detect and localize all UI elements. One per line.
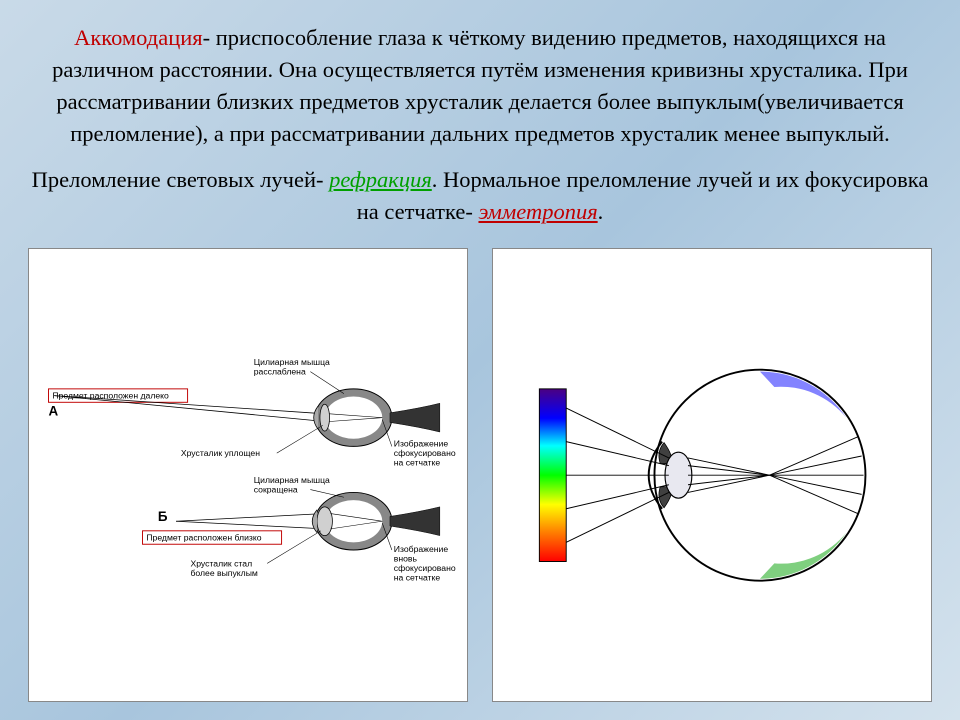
lens [665, 452, 692, 498]
text-block: Аккомодация- приспособление глаза к чётк… [28, 22, 932, 240]
figures-row: Предмет расположен далеко А [28, 248, 932, 702]
label-lens-convex: Хрусталик стал более выпуклым [190, 558, 257, 578]
figure-accommodation: Предмет расположен далеко А [28, 248, 468, 702]
eye-far-group: Предмет расположен далеко А [49, 357, 459, 468]
spectrum-bar [539, 388, 566, 561]
term-accommodation: Аккомодация [74, 25, 203, 50]
label-far-object: Предмет расположен далеко [52, 390, 169, 400]
term-refraction: рефракция [329, 167, 432, 192]
figure-spectrum-eye [492, 248, 932, 702]
label-lens-flat: Хрусталик уплощен [181, 448, 260, 458]
ray-bundle [566, 408, 863, 542]
letter-a: А [49, 403, 59, 418]
para2-pre: Преломление световых лучей- [32, 167, 330, 192]
para2-mid: . Нормальное преломление лучей и их фоку… [357, 167, 929, 224]
label-focused-2: Изображение вновь сфокусировано на сетча… [394, 544, 458, 583]
para2-post: . [598, 199, 604, 224]
label-near-object: Предмет расположен близко [146, 532, 261, 542]
label-focused-1: Изображение сфокусировано на сетчатке [394, 438, 458, 467]
label-ciliary-relaxed: Цилиарная мышца расслаблена [254, 357, 332, 377]
label-ciliary-contracted: Цилиарная мышца сокращена [254, 474, 332, 494]
term-emmetropia: эмметропия [478, 199, 597, 224]
eye-near-group: Предмет расположен близко Б [143, 474, 459, 582]
paragraph-accommodation: Аккомодация- приспособление глаза к чётк… [28, 22, 932, 150]
slide: Аккомодация- приспособление глаза к чётк… [0, 0, 960, 720]
svg-spectrum [501, 257, 923, 693]
letter-b: Б [158, 509, 168, 524]
paragraph-refraction: Преломление световых лучей- рефракция. Н… [28, 164, 932, 228]
svg-accommodation: Предмет расположен далеко А [37, 257, 459, 693]
